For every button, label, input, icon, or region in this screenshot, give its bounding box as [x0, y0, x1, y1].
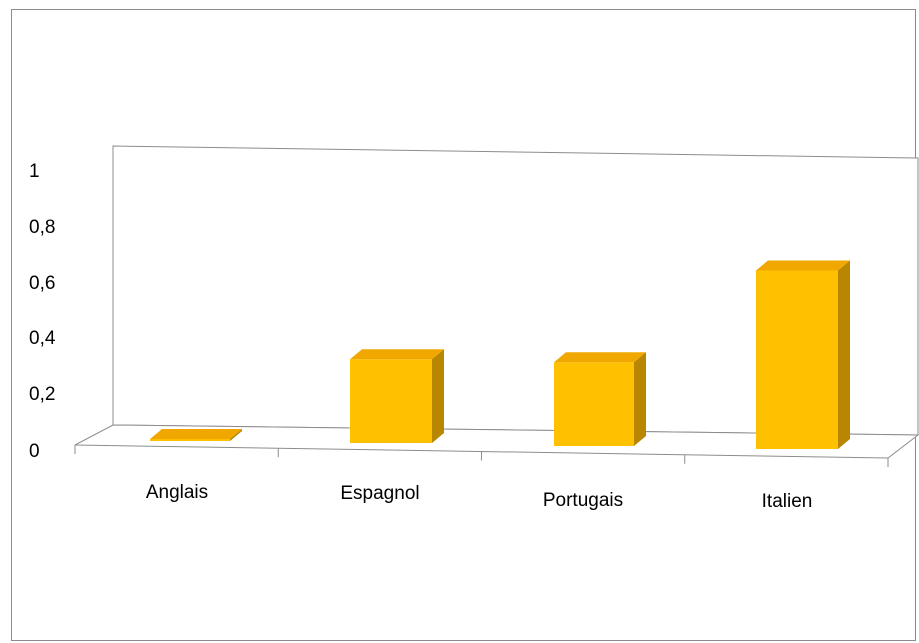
bar [756, 260, 850, 449]
bar-top-face [350, 349, 444, 360]
bar-front-face [756, 270, 838, 449]
bar-top-face [150, 429, 242, 439]
bar-side-face [230, 429, 242, 441]
y-tick-label: 0 [29, 441, 40, 462]
chart-walls [74, 145, 919, 459]
chart-bars [150, 260, 850, 449]
x-tick-label: Portugais [543, 490, 623, 511]
bar [554, 352, 646, 446]
y-tick-label: 0,4 [29, 328, 56, 349]
bar-top-face [554, 352, 646, 363]
bar-side-face [634, 352, 646, 446]
bar [150, 429, 242, 441]
x-tick-label: Italien [762, 491, 813, 512]
x-tick-label: Anglais [146, 482, 208, 503]
y-axis-tick-labels: 0 0,2 0,4 0,6 0,8 1 [29, 161, 56, 462]
bar-front-face [554, 362, 634, 446]
bar-side-face [432, 349, 444, 443]
y-tick-label: 1 [29, 161, 40, 182]
y-tick-label: 0,2 [29, 384, 55, 405]
bar-front-face [350, 359, 432, 443]
bar-side-face [838, 260, 850, 449]
bar-front-face [150, 439, 230, 441]
bar-top-face [756, 260, 850, 271]
chart-axes [74, 445, 889, 467]
y-tick-label: 0,8 [29, 217, 55, 238]
x-tick-label: Espagnol [340, 483, 419, 504]
x-axis-tick-labels: Anglais Espagnol Portugais Italien [146, 482, 813, 512]
bar [350, 349, 444, 443]
y-tick-label: 0,6 [29, 273, 55, 294]
floor [74, 424, 919, 459]
